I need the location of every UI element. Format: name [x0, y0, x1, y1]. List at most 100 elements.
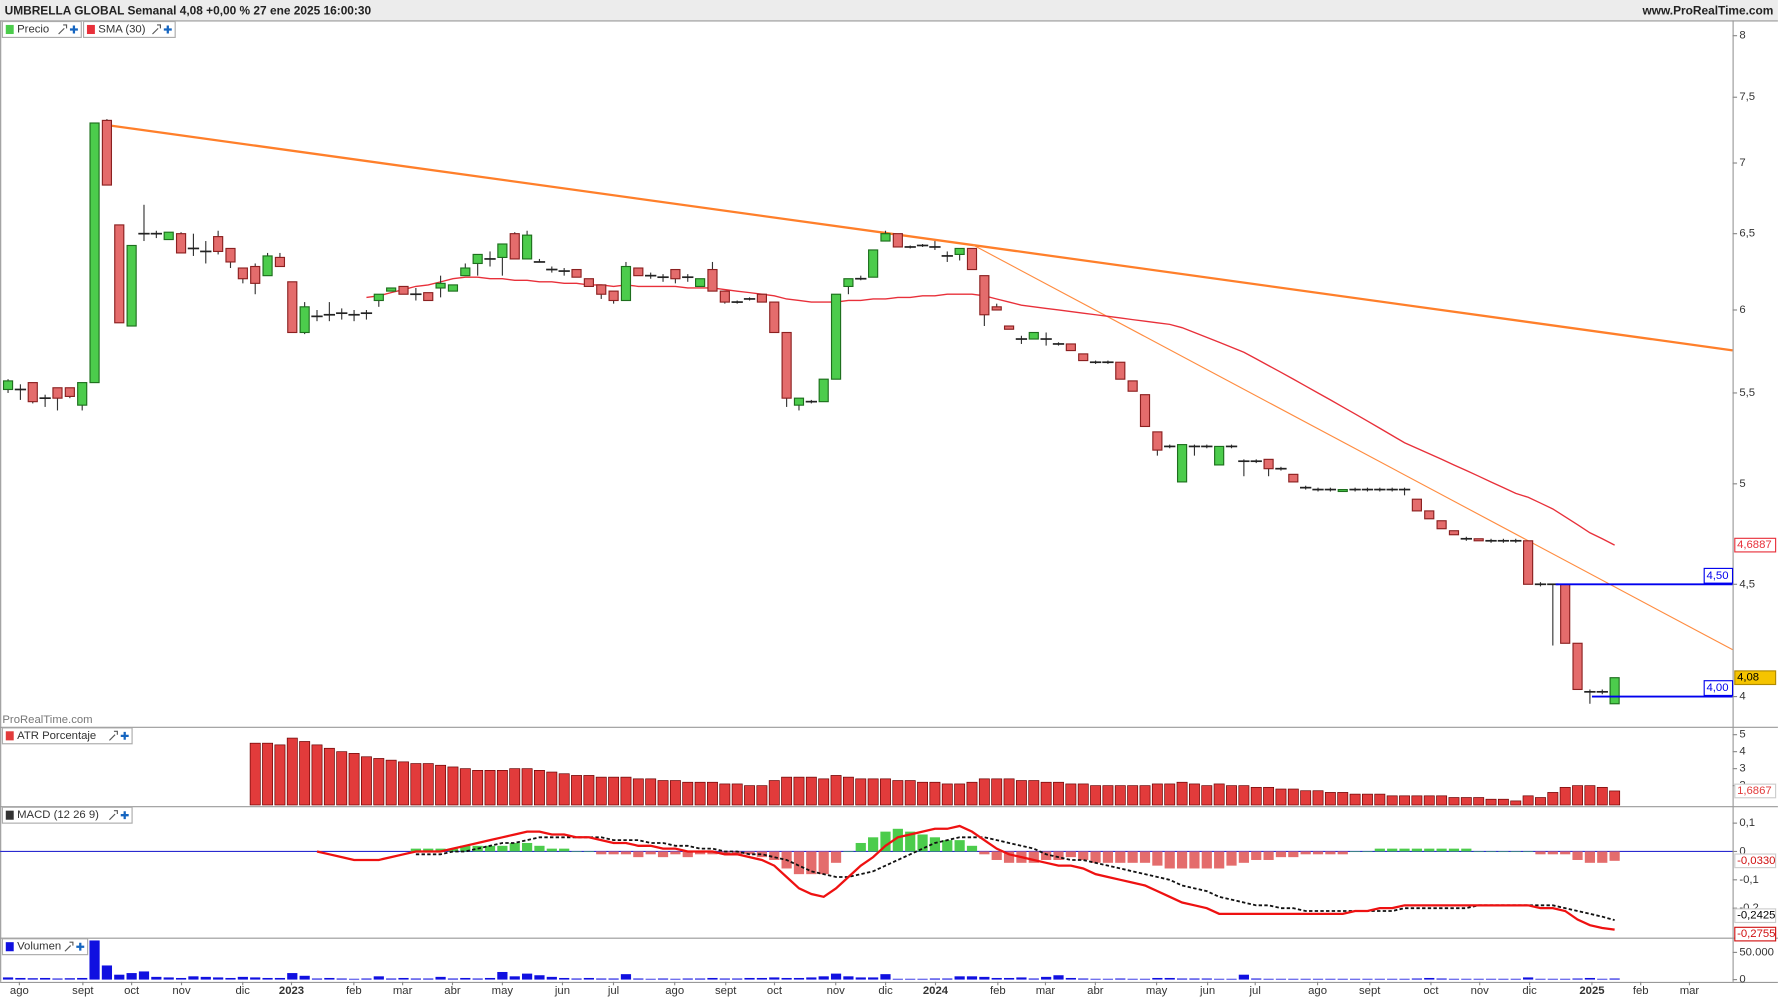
y-tick-label: 7: [1739, 157, 1745, 169]
bar: [682, 978, 693, 980]
signal-line: [415, 836, 1615, 922]
bar: [1399, 978, 1410, 980]
x-tick-label: nov: [1471, 985, 1490, 997]
candle-body: [1176, 444, 1188, 483]
bar: [77, 977, 88, 980]
bar: [731, 783, 743, 806]
settings-icon[interactable]: [152, 24, 161, 35]
bar: [1003, 977, 1015, 980]
bar: [1114, 785, 1126, 806]
bar: [447, 766, 459, 806]
add-icon[interactable]: [76, 942, 85, 951]
add-icon[interactable]: [163, 25, 172, 34]
macd-line: [316, 824, 1615, 931]
candle-body: [163, 231, 174, 241]
bar: [1176, 978, 1188, 980]
histogram-bar: [546, 848, 557, 852]
bar: [1374, 978, 1385, 980]
value-label-box: [1734, 670, 1777, 686]
legend-swatch: [5, 731, 14, 741]
bar: [1226, 785, 1237, 806]
settings-icon[interactable]: [109, 810, 118, 821]
bar: [1547, 978, 1558, 980]
bar: [472, 770, 484, 806]
histogram-bar: [954, 840, 965, 852]
histogram-bar: [1028, 851, 1039, 863]
bar: [2, 977, 14, 980]
bar: [954, 783, 966, 806]
bar: [1448, 797, 1460, 806]
value-label-box: [1734, 926, 1777, 942]
bar: [682, 781, 694, 806]
x-tick-label: dic: [235, 985, 250, 997]
candle-body: [1127, 380, 1138, 392]
candle-body: [213, 236, 224, 253]
bar: [546, 771, 558, 806]
settings-icon[interactable]: [109, 730, 118, 741]
histogram-bar: [1473, 851, 1484, 853]
histogram-bar: [991, 851, 1002, 860]
candle-body: [1003, 325, 1015, 330]
add-icon[interactable]: [120, 731, 129, 740]
x-tick-label: jun: [1199, 985, 1215, 997]
bar: [559, 977, 570, 980]
bar: [1078, 978, 1089, 980]
bar: [89, 940, 100, 980]
legend-box[interactable]: [1, 806, 133, 824]
trend-line[interactable]: [104, 123, 1733, 352]
bar: [991, 778, 1003, 806]
value-label-box: [1734, 908, 1777, 924]
value-label-box: [1734, 853, 1777, 869]
bar: [670, 978, 681, 980]
x-tick-label: 2024: [923, 985, 949, 997]
bar: [818, 976, 829, 980]
histogram-bar: [868, 837, 879, 852]
add-icon[interactable]: [69, 25, 78, 34]
histogram-bar: [929, 837, 941, 852]
x-tick-label: feb: [1633, 985, 1649, 997]
bar: [732, 978, 743, 980]
bar: [868, 977, 879, 980]
candle-body: [262, 255, 273, 277]
histogram-bar: [484, 845, 496, 852]
bar: [1287, 788, 1299, 806]
histogram-bar: [1189, 851, 1200, 869]
histogram-bar: [1362, 851, 1373, 853]
trend-line[interactable]: [972, 244, 1733, 651]
settings-icon[interactable]: [58, 24, 68, 35]
bar: [620, 776, 632, 806]
bar: [843, 976, 854, 980]
histogram-bar: [608, 851, 619, 855]
candle-body: [670, 268, 681, 280]
bar: [744, 785, 755, 806]
bar: [756, 785, 768, 806]
candle-body: [596, 284, 607, 295]
bar: [694, 781, 706, 806]
bar: [769, 977, 780, 980]
histogram-bar: [1041, 851, 1052, 860]
legend-box[interactable]: [1, 20, 82, 38]
value-label-box: [1734, 783, 1777, 799]
x-tick-label: mar: [393, 985, 413, 997]
x-tick-label: sept: [1359, 985, 1381, 997]
settings-icon[interactable]: [64, 941, 74, 952]
legend-box[interactable]: [1, 727, 133, 745]
x-tick-label: oct: [124, 985, 140, 997]
candle-body: [695, 278, 706, 288]
x-tick-label: dic: [1522, 985, 1537, 997]
add-icon[interactable]: [120, 811, 129, 820]
histogram-bar: [410, 848, 421, 852]
bar: [386, 978, 397, 980]
bar: [867, 778, 879, 806]
histogram-bar: [1523, 851, 1534, 853]
candle-body: [126, 244, 137, 327]
candle-body: [793, 397, 805, 406]
histogram-bar: [509, 842, 520, 852]
bar: [1015, 780, 1027, 806]
candle-body: [769, 301, 780, 334]
bar: [336, 751, 348, 806]
histogram-bar: [1349, 851, 1361, 853]
bar: [905, 978, 916, 980]
bar: [608, 776, 620, 806]
bar: [707, 977, 718, 980]
